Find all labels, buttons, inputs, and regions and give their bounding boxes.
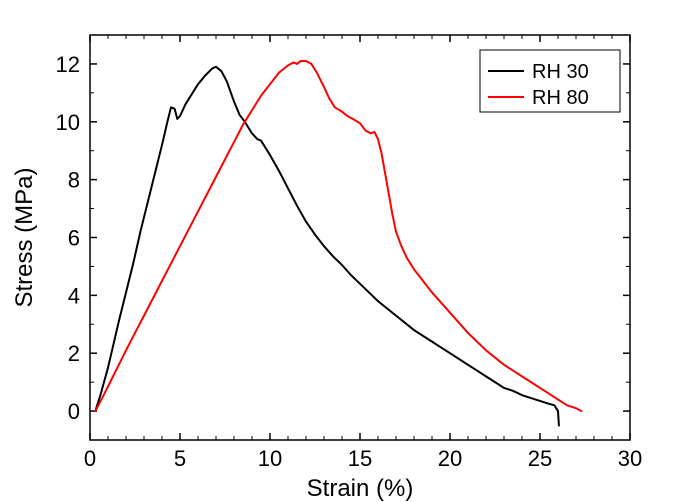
chart-svg: 0 5 10 15 20 25 30 0 2 4 6 8 10 12 Strain (%) Stress (M… (0, 0, 674, 502)
stress-strain-chart: 0 5 10 15 20 25 30 0 2 4 6 8 10 12 Strain (%) Stress (M… (0, 0, 674, 502)
x-tick-label: 15 (348, 446, 372, 471)
y-tick-label: 4 (68, 283, 80, 308)
y-tick-label: 0 (68, 399, 80, 424)
legend-label: RH 30 (532, 61, 589, 83)
y-tick-label: 8 (68, 168, 80, 193)
x-tick-label: 30 (618, 446, 642, 471)
x-tick-label: 20 (438, 446, 462, 471)
y-axis-label: Stress (MPa) (11, 167, 38, 307)
x-tick-label: 25 (528, 446, 552, 471)
x-axis-label: Strain (%) (307, 475, 414, 502)
y-tick-label: 10 (56, 110, 80, 135)
y-tick-label: 12 (56, 52, 80, 77)
x-tick-label: 10 (258, 446, 282, 471)
x-tick-label: 5 (174, 446, 186, 471)
y-tick-label: 6 (68, 226, 80, 251)
x-tick-label: 0 (84, 446, 96, 471)
y-tick-label: 2 (68, 341, 80, 366)
legend-label: RH 80 (532, 87, 589, 109)
